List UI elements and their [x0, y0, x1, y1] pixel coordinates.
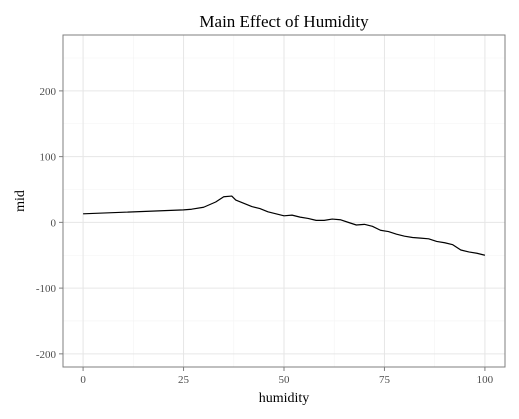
y-tick-label: 200 — [40, 86, 57, 98]
y-tick-label: -100 — [36, 283, 57, 295]
x-axis-ticks: 0 25 50 75 100 — [80, 367, 494, 386]
x-tick-label: 25 — [178, 374, 190, 386]
x-tick-label: 75 — [379, 374, 391, 386]
y-axis-ticks: -200 -100 0 100 200 — [36, 86, 63, 361]
series-line — [83, 195, 486, 256]
y-tick-label: 100 — [40, 152, 57, 164]
y-tick-label: -200 — [36, 349, 57, 361]
chart-title: Main Effect of Humidity — [199, 12, 369, 31]
x-tick-label: 0 — [80, 374, 86, 386]
y-axis-label: mid — [13, 190, 28, 212]
x-tick-label: 100 — [477, 374, 494, 386]
y-tick-label: 0 — [51, 217, 57, 229]
x-tick-label: 50 — [279, 374, 291, 386]
major-gridlines — [63, 35, 505, 367]
x-axis-label: humidity — [259, 391, 310, 406]
